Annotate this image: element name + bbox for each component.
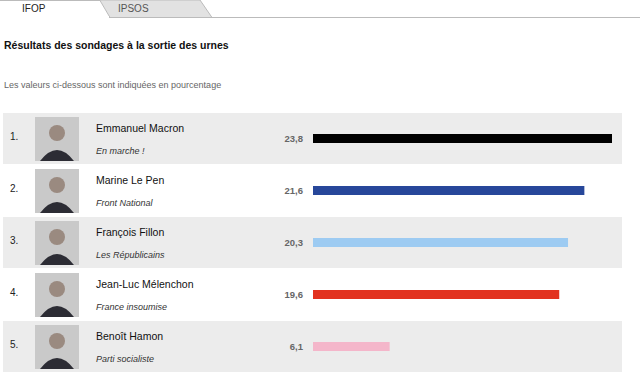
data-label: 6,1 [290, 341, 304, 352]
data-label: 21,6 [285, 185, 304, 196]
rank: 1. [10, 131, 18, 142]
candidate-name: François Fillon [96, 226, 164, 238]
photo-frame [35, 325, 79, 369]
bar [313, 238, 568, 247]
party-name: En marche ! [96, 146, 145, 156]
photo [35, 273, 79, 317]
rows [3, 113, 622, 372]
candidate-name: Marine Le Pen [96, 174, 164, 186]
rank: 4. [10, 287, 18, 298]
tab-label[interactable]: IPSOS [118, 3, 149, 14]
chart: IFOP IPSOS Résultats des sondages à la sor… [0, 0, 640, 385]
data-label: 20,3 [285, 237, 304, 248]
photo-frame [35, 273, 79, 317]
row-band [3, 113, 622, 164]
photo-body [40, 358, 74, 369]
rank: 2. [10, 183, 18, 194]
party-name: Parti socialiste [96, 354, 154, 364]
row-band [3, 217, 622, 268]
photo-body [40, 150, 74, 161]
photo-head [49, 125, 65, 141]
candidate-name: Emmanuel Macron [96, 122, 184, 134]
candidate-name: Benoît Hamon [96, 330, 163, 342]
party-name: Les Républicains [96, 250, 165, 260]
photo-body [40, 202, 74, 213]
photo [35, 117, 79, 161]
photo-body [40, 254, 74, 265]
photo [35, 169, 79, 213]
photo [35, 325, 79, 369]
photo [35, 221, 79, 265]
photo-frame [35, 117, 79, 161]
rank: 3. [10, 235, 18, 246]
photo-head [49, 229, 65, 245]
photo-head [49, 333, 65, 349]
photo-head [49, 177, 65, 193]
bars [313, 134, 612, 351]
tab-join [0, 16, 109, 19]
tab[interactable] [0, 1, 110, 18]
title: Résultats des sondages à la sortie des u… [4, 39, 229, 51]
subtitle: Les valeurs ci-dessous sont indiquées en… [4, 80, 221, 90]
photo-body [40, 306, 74, 317]
party-name: France insoumise [96, 302, 167, 312]
bar [313, 134, 612, 143]
labels: 1. Emmanuel Macron En marche ! 23,8 2. Marine… [10, 122, 304, 364]
data-label: 23,8 [285, 133, 304, 144]
tab[interactable] [100, 0, 212, 18]
photo-head [49, 281, 65, 297]
bar [313, 186, 584, 195]
photo-frame [35, 221, 79, 265]
party-name: Front National [96, 198, 154, 208]
rank: 5. [10, 339, 18, 350]
candidate-name: Jean-Luc Mélenchon [96, 278, 194, 290]
bar [313, 290, 559, 299]
bar [313, 342, 390, 351]
tab-label[interactable]: IFOP [22, 3, 46, 14]
photo-frame [35, 169, 79, 213]
tab-baseline [0, 17, 640, 18]
row-band [3, 321, 622, 372]
data-label: 19,6 [285, 289, 304, 300]
